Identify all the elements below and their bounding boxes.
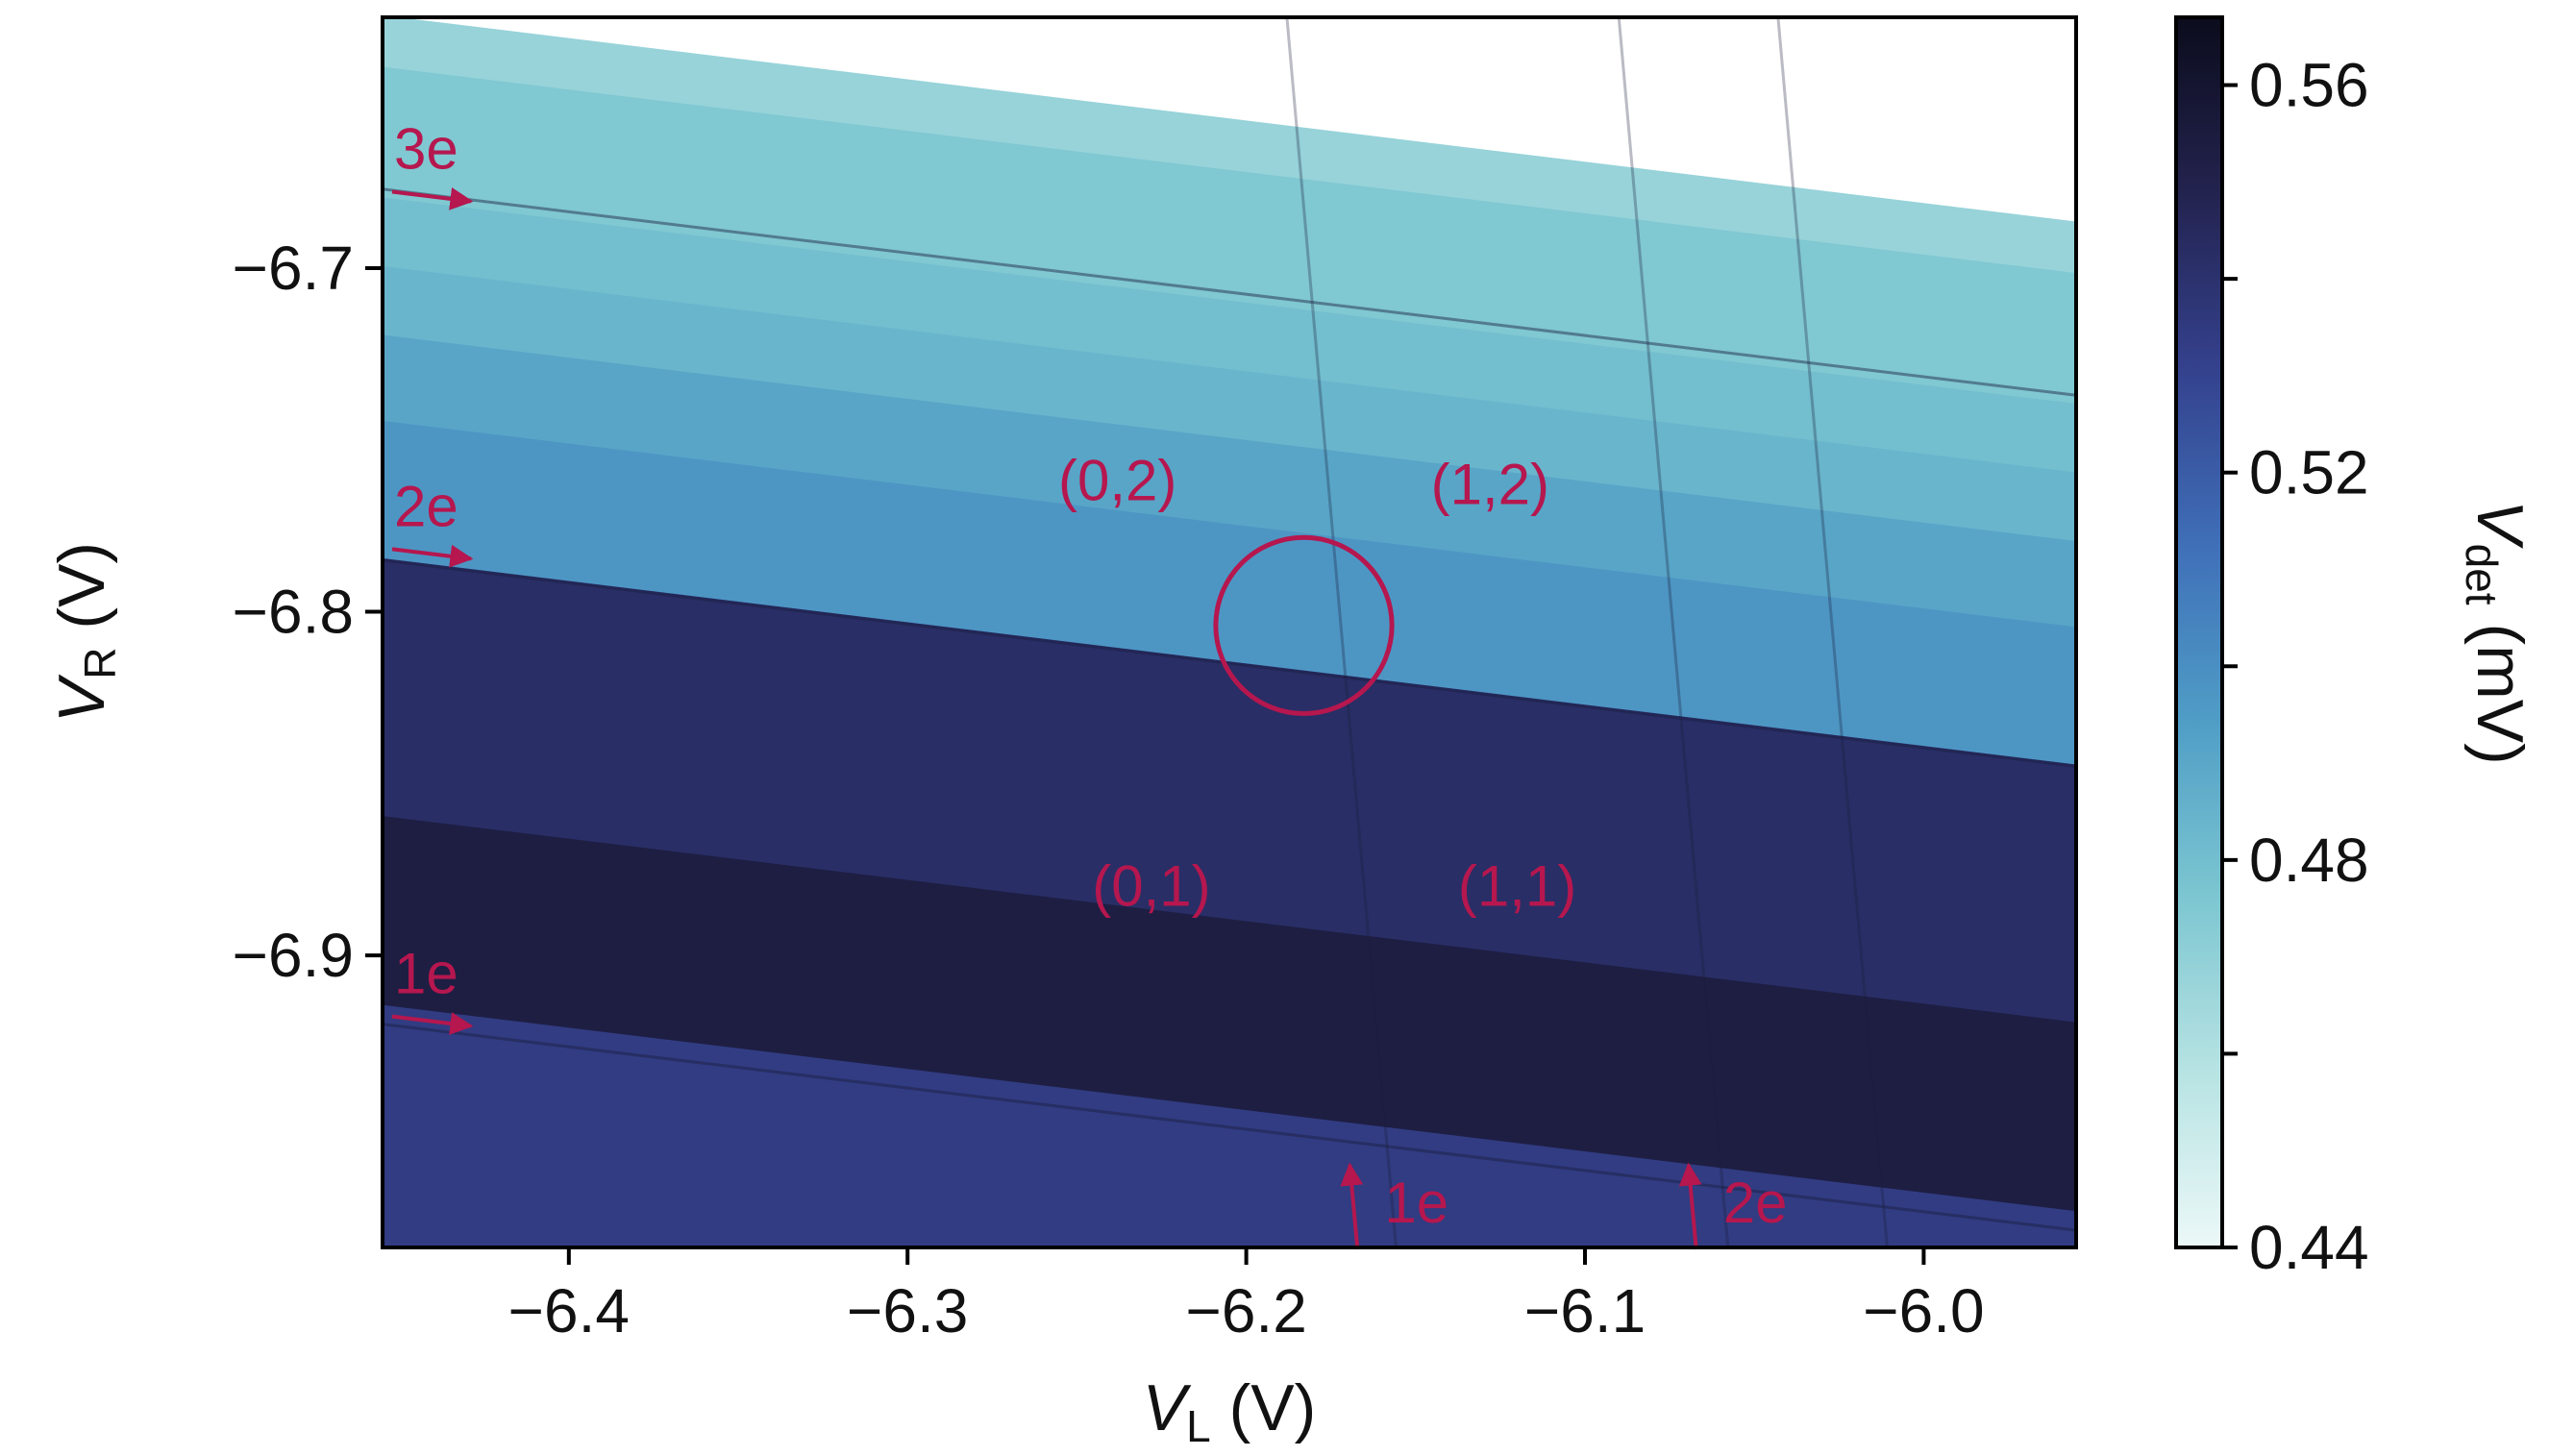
y-axis-label-main: V (45, 674, 118, 723)
x-axis-label-unit: (V) (1211, 1371, 1317, 1444)
right-dot-transition-line (383, 187, 2076, 397)
highlight-circle (1213, 534, 1395, 716)
heatmap-region (383, 816, 2076, 1216)
left-dot-transition-line (1617, 17, 1730, 1247)
y-axis-label: VR (V) (45, 542, 125, 723)
electron-arrow (1678, 1162, 1702, 1250)
heatmap-region (383, 66, 2076, 408)
electron-arrow (391, 186, 474, 210)
colorbar-tick-label: 0.52 (2249, 438, 2369, 507)
y-tick-label: −6.9 (233, 921, 354, 990)
y-tick-label: −6.8 (233, 578, 354, 647)
x-tick-label: −6.2 (1185, 1276, 1306, 1345)
right-dot-transition-line (383, 1023, 2076, 1232)
y-axis-label-sub: R (75, 647, 125, 679)
electron-arrow (391, 1012, 474, 1035)
y-axis-label-unit: (V) (45, 542, 118, 648)
right-dot-transition-line (383, 558, 2076, 768)
x-tick-label: −6.1 (1524, 1276, 1646, 1345)
x-tick-label: −6.0 (1863, 1276, 1984, 1345)
x-tick-label: −6.4 (508, 1276, 630, 1345)
charge-transition-lines (383, 17, 2076, 1247)
colorbar-tick-label: 0.48 (2249, 826, 2369, 895)
y-tick-label: −6.7 (233, 234, 354, 303)
charge-state-label: (0,2) (1058, 449, 1176, 513)
left-dot-transition-line (1776, 17, 1889, 1247)
annotations: (0,2) (1,2) (0,1) (1,1) 3e 2e 1e 1e 2e (391, 116, 1788, 1250)
colorbar-tick-label: 0.44 (2249, 1213, 2369, 1282)
colorbar-tick-label: 0.56 (2249, 51, 2369, 120)
electron-arrow-label: 1e (394, 942, 458, 1006)
colorbar (2174, 15, 2224, 1249)
heatmap-region (383, 197, 2076, 477)
colorbar-label-main: V (2463, 500, 2537, 549)
electron-arrow (1340, 1162, 1364, 1250)
colorbar-axis: 0.44 0.48 0.52 0.56 (2222, 51, 2369, 1282)
heatmap-region (383, 1004, 2076, 1247)
left-dot-transition-line (1285, 17, 1398, 1247)
charge-state-label: (0,1) (1092, 854, 1210, 919)
electron-arrow-label: 1e (1384, 1171, 1448, 1235)
plot-frame (381, 15, 2078, 1249)
heatmap-region (383, 557, 2076, 1026)
x-tick-label: −6.3 (847, 1276, 968, 1345)
heatmap-region (383, 266, 2076, 546)
heatmap-region (383, 17, 2076, 278)
charge-state-label: (1,2) (1431, 452, 1549, 516)
heatmap-region (383, 420, 2076, 769)
y-axis: −6.7 −6.8 −6.9 (233, 234, 383, 990)
x-axis-label-main: V (1143, 1371, 1192, 1444)
heatmap (383, 17, 2076, 1247)
electron-arrow (391, 544, 474, 568)
colorbar-label-sub: det (2457, 544, 2507, 605)
heatmap-region (383, 334, 2076, 631)
colorbar-label-unit: (mV) (2463, 605, 2537, 765)
colorbar-label: Vdet (mV) (2457, 500, 2537, 765)
electron-arrow-label: 3e (394, 116, 458, 181)
x-axis-label: VL (V) (1143, 1371, 1317, 1451)
x-axis-label-sub: L (1186, 1401, 1211, 1451)
charge-state-label: (1,1) (1458, 854, 1576, 919)
electron-arrow-label: 2e (394, 474, 458, 538)
x-axis: −6.4 −6.3 −6.2 −6.1 −6.0 (508, 1247, 1985, 1345)
electron-arrow-label: 2e (1723, 1171, 1788, 1235)
